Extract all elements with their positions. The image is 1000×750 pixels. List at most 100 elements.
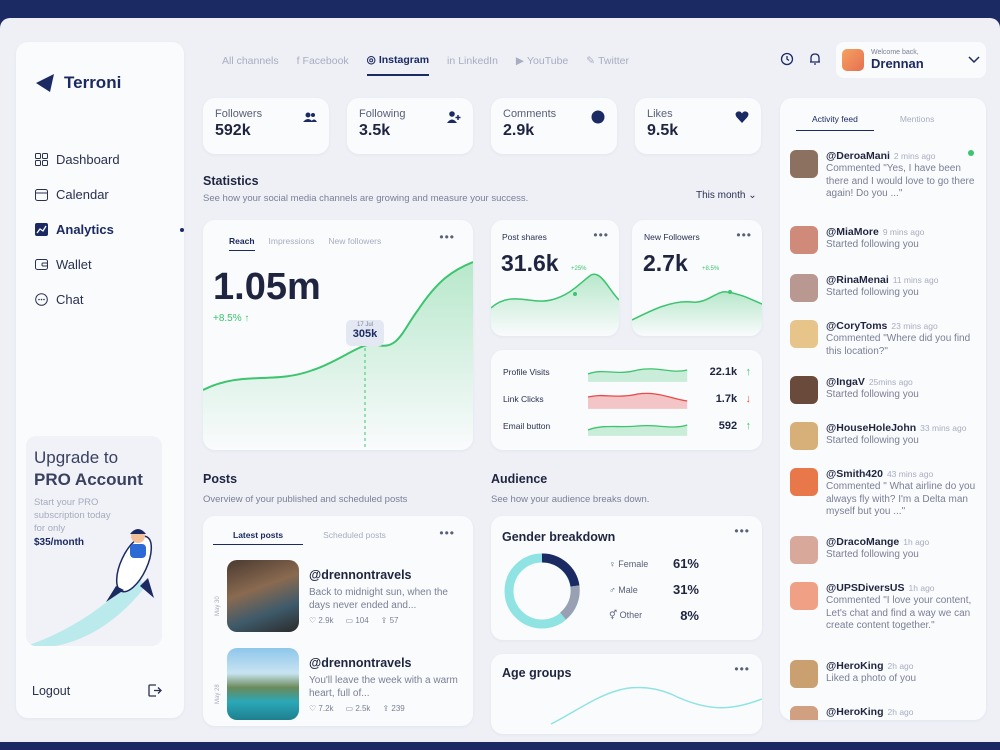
new-followers-area <box>632 291 762 336</box>
logout-button[interactable]: Logout <box>32 683 162 698</box>
metric-email-button: Email button 592 ↑ <box>503 416 751 436</box>
gender-label: Other <box>619 610 643 620</box>
feed-user[interactable]: @UPSDiversUS 1h ago <box>826 582 978 594</box>
feed-item[interactable]: @CoryToms 23 mins ago Commented "Where did… <box>790 320 978 358</box>
avatar[interactable] <box>790 320 818 348</box>
feed-user[interactable]: @CoryToms 23 mins ago <box>826 320 978 332</box>
posts-subtitle: Overview of your published and scheduled… <box>203 494 408 505</box>
more-icon[interactable]: ••• <box>734 524 750 538</box>
feed-item[interactable]: @Smith420 43 mins ago Commented " What air… <box>790 468 978 519</box>
feed-user[interactable]: @RinaMenai 11 mins ago <box>826 274 938 286</box>
arrow-up-icon: ↑ <box>745 420 752 432</box>
tab-scheduled-posts[interactable]: Scheduled posts <box>323 530 386 540</box>
stat-label: Likes <box>647 108 673 120</box>
sidebar-item-dashboard[interactable]: Dashboard <box>34 142 184 177</box>
metric-label: Email button <box>503 421 551 431</box>
tab-instagram[interactable]: ◎ Instagram <box>366 54 430 76</box>
post-date: May 28 <box>215 684 221 704</box>
sidebar-item-analytics[interactable]: Analytics <box>34 212 184 247</box>
avatar[interactable] <box>790 226 818 254</box>
feed-time: 2h ago <box>887 661 914 671</box>
feed-user[interactable]: @MiaMore 9 mins ago <box>826 226 924 238</box>
grid-icon <box>34 153 48 167</box>
feed-item[interactable]: @HeroKing 2h ago Liked a photo of you <box>790 660 978 688</box>
bell-icon[interactable] <box>808 52 822 66</box>
stat-likes[interactable]: Likes 9.5k <box>635 98 761 154</box>
upgrade-card[interactable]: Upgrade to PRO Account Start your PRO su… <box>26 436 162 646</box>
avatar[interactable] <box>790 582 818 610</box>
feed-user[interactable]: @IngaV 25mins ago <box>826 376 919 388</box>
comment-icon: ▭ 104 <box>345 616 369 625</box>
facebook-icon: f <box>296 55 300 67</box>
tab-linkedin[interactable]: in LinkedIn <box>447 54 498 76</box>
tab-new-followers[interactable]: New followers <box>328 236 382 246</box>
avatar[interactable] <box>790 376 818 404</box>
feed-user[interactable]: @Smith420 43 mins ago <box>826 468 978 480</box>
metric-value: 1.7k <box>715 393 738 405</box>
more-icon[interactable]: ••• <box>734 662 750 676</box>
upgrade-line2: PRO Account <box>34 470 143 489</box>
avatar[interactable] <box>790 274 818 302</box>
tab-reach[interactable]: Reach <box>229 236 255 251</box>
new-followers-chart <box>632 290 762 336</box>
tab-latest-posts[interactable]: Latest posts <box>213 530 304 545</box>
stat-following[interactable]: Following 3.5k <box>347 98 473 154</box>
stat-followers[interactable]: Followers 592k <box>203 98 329 154</box>
history-icon[interactable] <box>780 52 794 66</box>
more-icon[interactable]: ••• <box>439 230 455 244</box>
age-chart <box>550 686 762 725</box>
feed-username: @UPSDiversUS <box>826 582 905 594</box>
period-label: This month <box>696 190 746 201</box>
post-image[interactable] <box>227 648 299 720</box>
feed-item[interactable]: @HouseHoleJohn 33 mins ago Started followi… <box>790 422 978 450</box>
logout-icon <box>148 684 162 697</box>
feed-user[interactable]: @HeroKing 2h ago <box>826 660 916 672</box>
sidebar: Terroni Dashboard Calendar Analytics Wal… <box>16 42 184 718</box>
app-logo[interactable]: Terroni <box>34 72 121 94</box>
feed-item[interactable]: @DracoMange 1h ago Started following you <box>790 536 978 564</box>
feed-item[interactable]: @UPSDiversUS 1h ago Commented "I love your… <box>790 582 978 633</box>
post-item[interactable]: May 28 @drennontravels You'll leave the … <box>215 648 458 724</box>
feed-user[interactable]: @HeroKing 2h ago <box>826 706 914 718</box>
avatar[interactable] <box>790 422 818 450</box>
new-followers-label: New Followers <box>644 232 700 242</box>
avatar[interactable] <box>790 536 818 564</box>
sidebar-item-chat[interactable]: Chat <box>34 282 184 317</box>
reach-chart <box>203 261 473 450</box>
sidebar-item-wallet[interactable]: Wallet <box>34 247 184 282</box>
stat-comments[interactable]: Comments 2.9k <box>491 98 617 154</box>
feed-item[interactable]: @RinaMenai 11 mins ago Started following y… <box>790 274 978 302</box>
chevron-down-icon: ⌄ <box>748 190 757 201</box>
post-meta: ♡ 2.9k ▭ 104 ⇪ 57 <box>309 616 459 625</box>
tab-twitter[interactable]: ✎ Twitter <box>586 54 629 76</box>
tab-activity-feed[interactable]: Activity feed <box>796 114 874 131</box>
tab-youtube[interactable]: ▶ YouTube <box>516 54 568 76</box>
avatar[interactable] <box>790 150 818 178</box>
tab-impressions[interactable]: Impressions <box>268 236 315 246</box>
avatar[interactable] <box>790 660 818 688</box>
avatar[interactable] <box>790 468 818 496</box>
tab-mentions[interactable]: Mentions <box>899 114 935 124</box>
tab-facebook[interactable]: f Facebook <box>297 54 349 76</box>
post-shares-card: Post shares ••• 31.6k +25% <box>491 220 619 336</box>
more-icon[interactable]: ••• <box>736 228 752 242</box>
more-icon[interactable]: ••• <box>593 228 609 242</box>
feed-item[interactable]: @DeroaMani 2 mins ago Commented "Yes, I ha… <box>790 150 978 201</box>
feed-item[interactable]: @MiaMore 9 mins ago Started following you <box>790 226 978 254</box>
tab-all-channels[interactable]: All channels <box>222 54 279 76</box>
sidebar-item-calendar[interactable]: Calendar <box>34 177 184 212</box>
avatar[interactable] <box>790 706 818 720</box>
email-button-sparkline <box>588 424 688 436</box>
feed-item[interactable]: @IngaV 25mins ago Started following you <box>790 376 978 404</box>
feed-user[interactable]: @DracoMange 1h ago <box>826 536 929 548</box>
feed-user[interactable]: @DeroaMani 2 mins ago <box>826 150 978 162</box>
period-select[interactable]: This month ⌄ <box>696 190 757 201</box>
metric-link-clicks: Link Clicks 1.7k ↓ <box>503 389 751 409</box>
profile-menu[interactable]: Welcome back, Drennan <box>836 42 986 78</box>
feed-item[interactable]: @HeroKing 2h ago <box>790 706 978 720</box>
upgrade-line1: Upgrade to <box>34 448 119 467</box>
post-image[interactable] <box>227 560 299 632</box>
post-item[interactable]: May 30 @drennontravels Back to midnight … <box>215 560 453 636</box>
feed-user[interactable]: @HouseHoleJohn 33 mins ago <box>826 422 966 434</box>
more-icon[interactable]: ••• <box>439 526 455 540</box>
